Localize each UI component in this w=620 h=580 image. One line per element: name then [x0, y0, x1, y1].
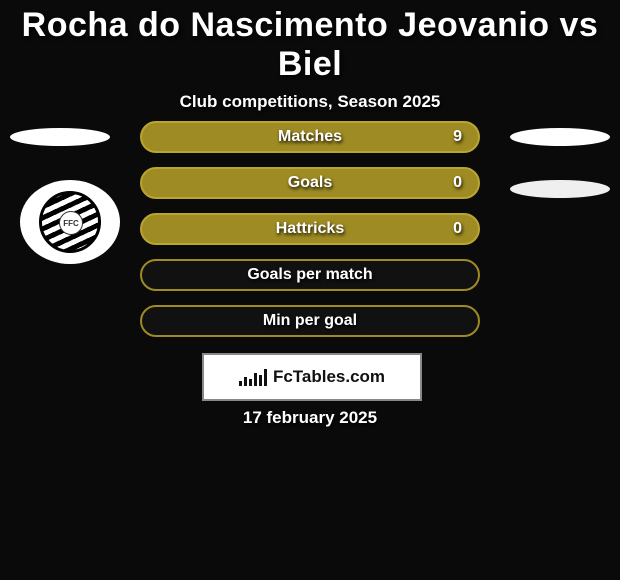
club-badge-stripes: FFC: [39, 191, 101, 253]
stat-label: Goals per match: [142, 266, 478, 284]
stat-row: Matches9: [140, 121, 480, 153]
stat-row: Min per goal: [140, 305, 480, 337]
brand-box: FcTables.com: [202, 353, 422, 401]
stat-label: Hattricks: [142, 220, 478, 238]
stat-value: 9: [453, 128, 462, 146]
club-right-placeholder-ellipse: [510, 180, 610, 198]
stat-label: Matches: [142, 128, 478, 146]
stat-row: Goals0: [140, 167, 480, 199]
page-subtitle: Club competitions, Season 2025: [0, 92, 620, 112]
club-left-badge: FFC: [20, 180, 120, 264]
stat-row: Goals per match: [140, 259, 480, 291]
stat-row: Hattricks0: [140, 213, 480, 245]
stat-label: Goals: [142, 174, 478, 192]
player-right-placeholder-ellipse: [510, 128, 610, 146]
stats-rows: Matches9Goals0Hattricks0Goals per matchM…: [140, 121, 480, 351]
stat-value: 0: [453, 220, 462, 238]
date-label: 17 february 2025: [0, 408, 620, 428]
stat-label: Min per goal: [142, 312, 478, 330]
brand-label: FcTables.com: [273, 367, 385, 387]
club-badge-text: FFC: [59, 211, 83, 235]
page-title: Rocha do Nascimento Jeovanio vs Biel: [0, 0, 620, 84]
stat-value: 0: [453, 174, 462, 192]
comparison-infographic: Rocha do Nascimento Jeovanio vs Biel Clu…: [0, 0, 620, 580]
player-left-placeholder-ellipse: [10, 128, 110, 146]
brand-bars-icon: [239, 368, 267, 386]
